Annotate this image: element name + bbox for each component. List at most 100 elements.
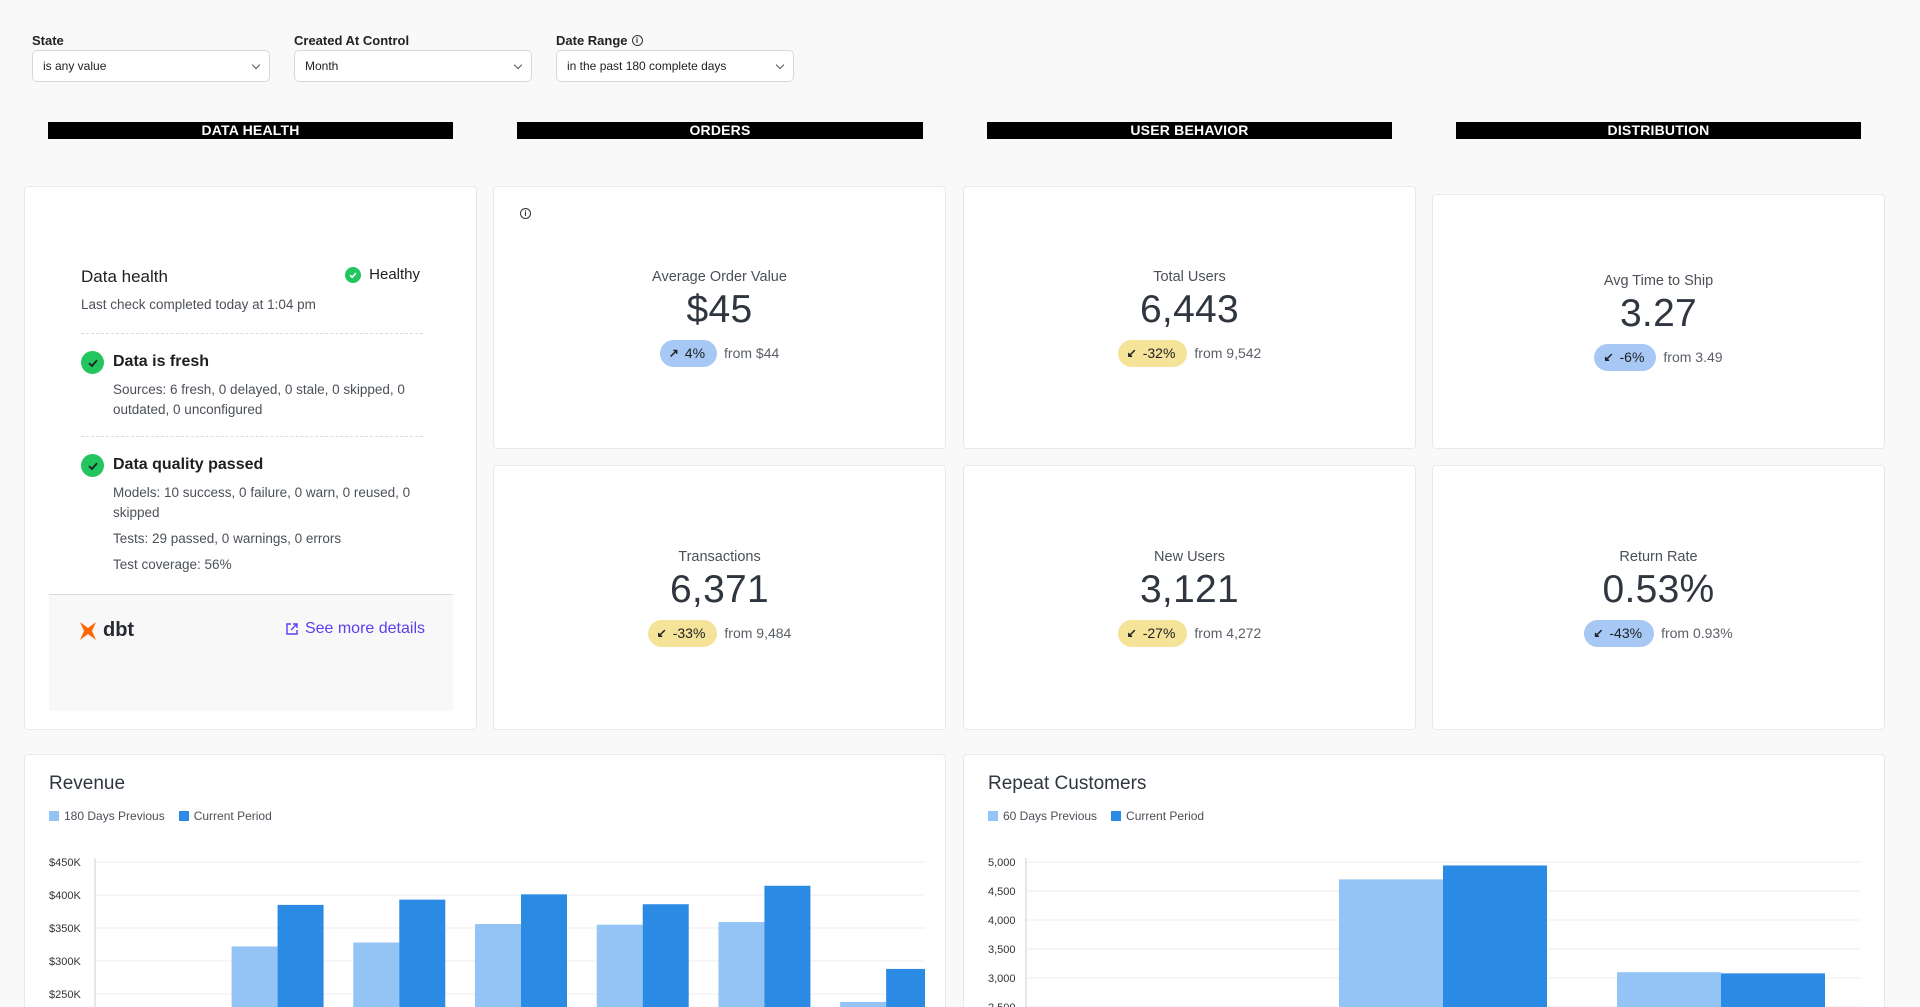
bar-previous bbox=[475, 924, 521, 1007]
select-value: in the past 180 complete days bbox=[567, 59, 727, 73]
y-tick-label: 2,500 bbox=[988, 1002, 1016, 1007]
created-at-select[interactable]: Month bbox=[294, 50, 532, 82]
filter-created-at: Created At Control Month bbox=[294, 32, 532, 82]
check-circle-icon bbox=[81, 454, 104, 477]
kpi-value: 6,371 bbox=[669, 567, 770, 611]
comparison-text: from 3.49 bbox=[1663, 349, 1723, 365]
comparison-text: from 9,542 bbox=[1194, 345, 1262, 361]
kpi-value: $45 bbox=[686, 287, 753, 331]
arrow-down-left-icon: ↙ bbox=[1593, 626, 1604, 640]
legend-item[interactable]: 180 Days Previous bbox=[49, 809, 165, 823]
last-check-text: Last check completed today at 1:04 pm bbox=[81, 297, 316, 312]
quality-tests-text: Tests: 29 passed, 0 warnings, 0 errors bbox=[113, 531, 342, 546]
data-health-footer: dbt See more details bbox=[49, 594, 453, 711]
arrow-down-left-icon: ↙ bbox=[656, 626, 667, 640]
y-tick-label: 4,500 bbox=[988, 886, 1016, 898]
chevron-down-icon bbox=[775, 60, 785, 69]
bar-previous bbox=[1339, 879, 1443, 1007]
bar-current bbox=[1443, 865, 1547, 1007]
chevron-down-icon bbox=[513, 60, 523, 69]
kpi-total-users: Total Users 6,443 ↙ -32% from 9,542 bbox=[963, 186, 1416, 449]
quality-title: Data quality passed bbox=[113, 456, 264, 473]
fresh-text: Sources: 6 fresh, 0 delayed, 0 stale, 0 … bbox=[113, 382, 405, 417]
bar-previous bbox=[840, 1001, 887, 1007]
arrow-down-left-icon: ↙ bbox=[1603, 350, 1614, 364]
filter-label: State bbox=[32, 32, 64, 48]
change-badge: ↙ -27% bbox=[1117, 619, 1188, 647]
change-value: -33% bbox=[672, 625, 706, 641]
divider bbox=[81, 333, 423, 334]
chart-legend: 60 Days Previous Current Period bbox=[988, 809, 1204, 823]
y-tick-label: $450K bbox=[49, 857, 81, 869]
kpi-value: 3,121 bbox=[1139, 567, 1240, 611]
legend-item[interactable]: 60 Days Previous bbox=[988, 809, 1097, 823]
filter-label: Created At Control bbox=[294, 32, 410, 48]
legend-item[interactable]: Current Period bbox=[1111, 809, 1204, 823]
bar-previous bbox=[596, 924, 643, 1007]
chevron-down-icon bbox=[251, 60, 261, 69]
info-icon[interactable]: i bbox=[520, 208, 531, 219]
legend-label: Current Period bbox=[193, 809, 272, 823]
kpi-delta: ↙ -6% from 3.49 bbox=[1594, 343, 1723, 371]
legend-swatch bbox=[1111, 811, 1122, 821]
kpi-delta: ↙ -27% from 4,272 bbox=[1117, 619, 1262, 647]
section-header-orders: ORDERS bbox=[517, 122, 923, 139]
kpi-title: New Users bbox=[1154, 548, 1225, 565]
kpi-value: 3.27 bbox=[1619, 291, 1698, 335]
repeat-customers-chart-card: Repeat Customers 60 Days Previous Curren… bbox=[963, 754, 1885, 1007]
bar-current bbox=[642, 904, 689, 1007]
bar-previous bbox=[1617, 972, 1721, 1007]
info-icon[interactable]: i bbox=[631, 34, 643, 46]
arrow-down-left-icon: ↙ bbox=[1126, 346, 1137, 360]
arrow-down-left-icon: ↙ bbox=[1126, 626, 1137, 640]
select-value: Month bbox=[305, 59, 339, 73]
section-header-user-behavior: USER BEHAVIOR bbox=[987, 122, 1392, 139]
kpi-value: 6,443 bbox=[1139, 287, 1240, 331]
quality-coverage-text: Test coverage: 56% bbox=[113, 557, 232, 572]
section-header-distribution: DISTRIBUTION bbox=[1456, 122, 1861, 139]
bar-previous bbox=[231, 946, 278, 1007]
chart-legend: 180 Days Previous Current Period bbox=[49, 809, 272, 823]
kpi-return-rate: Return Rate 0.53% ↙ -43% from 0.93% bbox=[1432, 465, 1885, 730]
revenue-bar-chart: $450K$400K$350K$300K$250K$200K bbox=[49, 857, 925, 1007]
change-value: -32% bbox=[1142, 345, 1176, 361]
comparison-text: from 4,272 bbox=[1194, 625, 1262, 641]
change-value: -43% bbox=[1609, 625, 1643, 641]
legend-swatch bbox=[49, 811, 59, 821]
comparison-text: from $44 bbox=[724, 345, 780, 361]
fresh-title: Data is fresh bbox=[113, 353, 210, 370]
see-more-details-link[interactable]: See more details bbox=[285, 620, 425, 638]
divider bbox=[81, 436, 423, 437]
kpi-delta: ↙ -33% from 9,484 bbox=[647, 619, 791, 647]
kpi-title: Return Rate bbox=[1619, 548, 1698, 565]
change-value: -6% bbox=[1619, 349, 1645, 365]
y-tick-label: 5,000 bbox=[988, 857, 1016, 869]
date-range-select[interactable]: in the past 180 complete days bbox=[556, 50, 794, 82]
legend-label: 60 Days Previous bbox=[1003, 809, 1098, 823]
filter-state: State is any value bbox=[32, 32, 270, 82]
data-health-card: Data health Healthy Last check completed… bbox=[24, 186, 477, 730]
kpi-value: 0.53% bbox=[1602, 567, 1715, 611]
see-more-label: See more details bbox=[304, 620, 425, 637]
bar-current bbox=[399, 899, 446, 1007]
state-select[interactable]: is any value bbox=[32, 50, 270, 82]
arrow-up-right-icon: ↗ bbox=[668, 346, 679, 360]
kpi-delta: ↗ 4% from $44 bbox=[659, 339, 780, 367]
bar-current bbox=[764, 885, 811, 1007]
change-badge: ↙ -43% bbox=[1584, 619, 1655, 647]
filter-date-range: Date Range i in the past 180 complete da… bbox=[556, 32, 794, 82]
filter-label-wrap: Date Range i bbox=[556, 32, 643, 48]
comparison-text: from 0.93% bbox=[1661, 625, 1733, 641]
quality-models-text: Models: 10 success, 0 failure, 0 warn, 0… bbox=[113, 485, 411, 520]
y-tick-label: $300K bbox=[49, 956, 81, 968]
legend-swatch bbox=[178, 811, 189, 821]
check-circle-icon bbox=[345, 266, 362, 283]
bar-current bbox=[1721, 973, 1825, 1007]
y-tick-label: 3,500 bbox=[988, 944, 1016, 956]
health-status-label: Healthy bbox=[369, 266, 420, 283]
dbt-logo-icon bbox=[80, 621, 96, 640]
dbt-logo: dbt bbox=[77, 619, 134, 642]
change-badge: ↙ -33% bbox=[647, 619, 718, 647]
legend-item[interactable]: Current Period bbox=[178, 809, 272, 823]
kpi-avg-time-to-ship: Avg Time to Ship 3.27 ↙ -6% from 3.49 bbox=[1432, 194, 1885, 449]
